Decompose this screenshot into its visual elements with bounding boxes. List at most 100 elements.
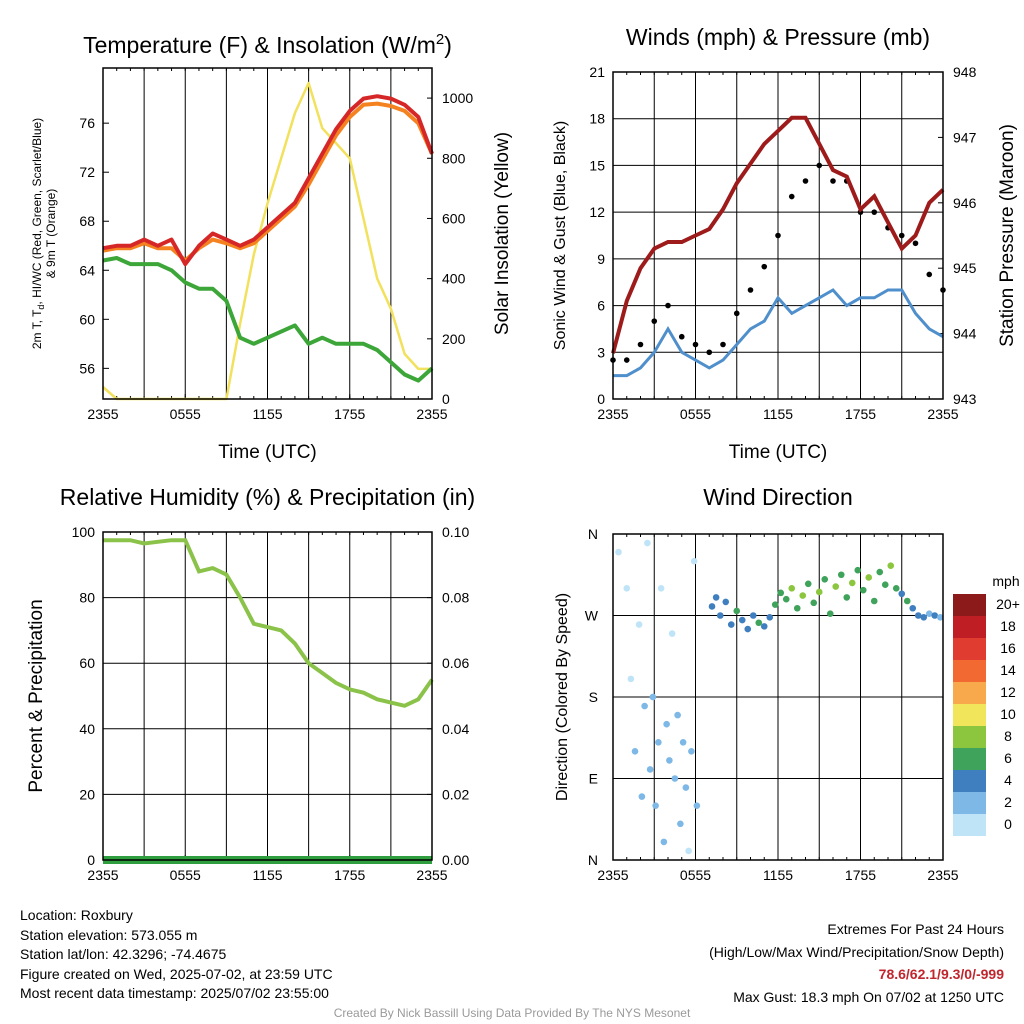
direction-point <box>788 585 796 592</box>
x-tick-label: 0555 <box>170 867 201 883</box>
y2-axis-label: Station Pressure (Maroon) <box>997 124 1018 347</box>
direction-point <box>657 585 665 592</box>
x-tick-label: 0555 <box>680 867 711 883</box>
colorbar-swatch <box>953 770 986 792</box>
y2-tick-label: 0.02 <box>442 786 469 802</box>
direction-point <box>652 802 659 809</box>
gust-point <box>775 232 781 239</box>
direction-point <box>870 597 878 605</box>
gust-point <box>830 178 836 184</box>
y2-tick-label: 0.00 <box>442 852 469 868</box>
direction-point <box>810 599 818 607</box>
station-elevation: Station elevation: 573.055 m <box>20 926 198 943</box>
direction-point <box>627 675 635 683</box>
y-tick-label: E <box>589 771 598 787</box>
y2-axis-label: Solar Insolation (Yellow) <box>492 132 513 335</box>
colorbar-label: 18 <box>1000 618 1016 634</box>
x-tick-label: 2355 <box>927 867 958 883</box>
x-tick-label: 1155 <box>763 406 793 422</box>
y2-tick-label: 948 <box>953 64 977 80</box>
y2-tick-label: 0 <box>442 391 450 407</box>
y-tick-label: 64 <box>79 262 95 278</box>
station-info: Location: Roxbury Station elevation: 573… <box>20 906 333 1004</box>
direction-point <box>674 711 681 719</box>
y-tick-label: 56 <box>79 360 95 376</box>
colorbar-label: 20+ <box>996 596 1020 612</box>
colorbar-label: 8 <box>1004 728 1012 744</box>
panel-1: 2355 0555 1155 1755 235503691215182194394494… <box>552 24 1018 463</box>
direction-point <box>931 612 939 619</box>
x-tick-label: 1755 <box>334 406 365 422</box>
direction-point <box>859 586 867 594</box>
y-tick-label: 6 <box>597 298 605 314</box>
gust-point <box>623 357 630 363</box>
gust-point <box>788 193 795 200</box>
series-line-2 <box>102 256 434 383</box>
direction-point <box>677 820 684 828</box>
direction-point <box>688 748 695 755</box>
y-axis-label-line1b: , HI/WC (Red, Green, Scarlet/Blue) <box>30 118 44 305</box>
y-tick-label: N <box>588 526 598 542</box>
direction-point <box>854 566 862 574</box>
direction-point <box>733 607 741 615</box>
extremes-heading: Extremes For Past 24 Hours <box>827 921 1004 937</box>
y2-tick-label: 943 <box>953 391 977 407</box>
direction-point <box>615 548 622 556</box>
y-tick-label: 9 <box>597 251 605 267</box>
gust-point <box>692 341 699 348</box>
gust-point <box>637 341 644 348</box>
y-tick-label: 3 <box>597 344 605 360</box>
colorbar-swatch <box>953 748 986 770</box>
y-tick-label: 12 <box>589 204 605 220</box>
gust-point <box>706 349 713 356</box>
gust-point <box>926 271 933 278</box>
direction-point <box>782 595 790 603</box>
direction-point <box>682 784 690 791</box>
y-tick-label: 0 <box>597 391 605 407</box>
series-line-rh <box>103 538 434 708</box>
chart-title-main: Temperature (F) & Insolation (W/m <box>83 32 436 58</box>
y2-tick-label: 600 <box>442 210 466 226</box>
colorbar-swatch <box>953 726 986 748</box>
direction-point <box>843 594 851 601</box>
direction-point <box>804 580 812 588</box>
y-tick-label: 15 <box>589 157 605 173</box>
colorbar-swatch <box>953 682 986 704</box>
direction-point <box>909 604 917 612</box>
x-tick-label: 2355 <box>87 406 118 422</box>
direction-point <box>727 621 735 628</box>
y-axis-label-line2: & 9m T (Orange) <box>44 189 58 279</box>
x-tick-label: 1155 <box>252 406 282 422</box>
plot-border <box>612 533 944 861</box>
direction-point <box>876 568 884 576</box>
series-line-pressure <box>611 115 945 354</box>
gust-point <box>747 287 754 293</box>
direction-point <box>671 775 679 782</box>
direction-point <box>712 594 720 601</box>
plot-border <box>612 71 944 400</box>
direction-point <box>744 625 752 633</box>
direction-point <box>832 583 840 590</box>
direction-point <box>865 574 873 581</box>
x-tick-label: 1755 <box>334 867 365 883</box>
colorbar-swatch <box>953 814 986 836</box>
direction-point <box>936 614 944 621</box>
direction-point <box>914 612 922 619</box>
colorbar-swatch <box>953 660 986 682</box>
gust-point <box>816 162 823 169</box>
y2-tick-label: 200 <box>442 331 466 347</box>
gust-point <box>733 310 740 317</box>
gust-point <box>678 333 685 340</box>
y2-tick-label: 0.04 <box>442 721 469 737</box>
direction-point <box>663 720 670 728</box>
x-tick-label: 1155 <box>763 867 793 883</box>
direction-point <box>760 623 768 630</box>
colorbar-label: 12 <box>1000 684 1016 700</box>
y2-tick-label: 400 <box>442 271 466 287</box>
extremes-values: 78.6/62.1/9.3/0/-999 <box>878 966 1004 982</box>
colorbar-label: 10 <box>1000 706 1016 722</box>
series-line-1 <box>102 101 434 263</box>
chart-title-close: ) <box>444 32 452 58</box>
direction-point <box>771 601 779 608</box>
